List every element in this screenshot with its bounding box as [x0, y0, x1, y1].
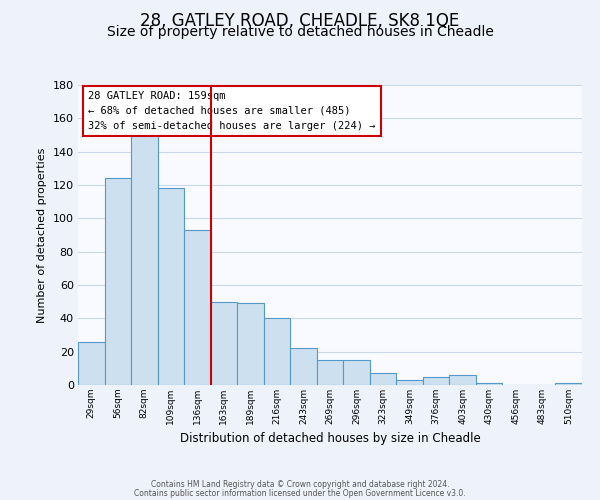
Bar	[211, 302, 237, 385]
Bar	[184, 230, 211, 385]
Bar	[449, 375, 476, 385]
Bar	[131, 135, 158, 385]
Text: Size of property relative to detached houses in Cheadle: Size of property relative to detached ho…	[107, 25, 493, 39]
Bar	[343, 360, 370, 385]
X-axis label: Distribution of detached houses by size in Cheadle: Distribution of detached houses by size …	[179, 432, 481, 446]
Bar	[556, 384, 582, 385]
Text: 28, GATLEY ROAD, CHEADLE, SK8 1QE: 28, GATLEY ROAD, CHEADLE, SK8 1QE	[140, 12, 460, 30]
Bar	[370, 374, 397, 385]
Bar	[317, 360, 343, 385]
Bar	[263, 318, 290, 385]
Bar	[290, 348, 317, 385]
Bar	[476, 384, 502, 385]
Bar	[78, 342, 104, 385]
Bar	[423, 376, 449, 385]
Bar	[158, 188, 184, 385]
Bar	[397, 380, 423, 385]
Y-axis label: Number of detached properties: Number of detached properties	[37, 148, 47, 322]
Bar	[104, 178, 131, 385]
Text: Contains HM Land Registry data © Crown copyright and database right 2024.: Contains HM Land Registry data © Crown c…	[151, 480, 449, 489]
Text: 28 GATLEY ROAD: 159sqm
← 68% of detached houses are smaller (485)
32% of semi-de: 28 GATLEY ROAD: 159sqm ← 68% of detached…	[88, 91, 376, 130]
Text: Contains public sector information licensed under the Open Government Licence v3: Contains public sector information licen…	[134, 488, 466, 498]
Bar	[237, 304, 263, 385]
